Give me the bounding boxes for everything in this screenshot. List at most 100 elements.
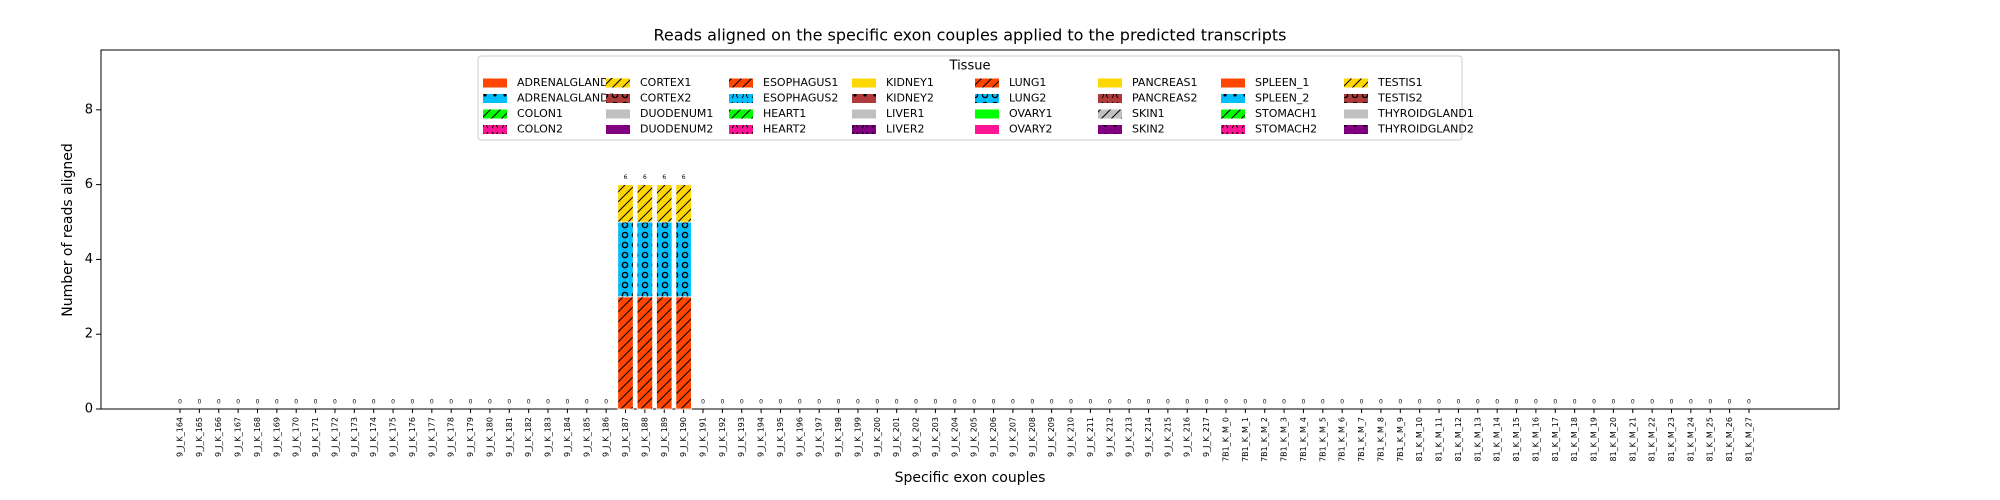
x-tick-label: 9_J_K_214 [1144,417,1153,457]
legend-swatch [729,125,753,134]
legend-label: PANCREAS1 [1132,76,1197,89]
legend-label: OVARY2 [1009,123,1052,136]
total-label: 0 [1553,399,1557,406]
x-tick-label: 9_J_K_216 [1183,417,1192,457]
legend-label: CORTEX2 [640,92,691,105]
x-tick-label: 9_J_K_189 [660,417,669,457]
x-tick-label: 81_K_M_19 [1590,417,1599,462]
x-tick-label: 9_J_K_169 [272,417,281,457]
y-tick-label: 6 [85,177,93,192]
legend-swatch [1344,109,1368,119]
legend-label: KIDNEY1 [886,76,934,89]
total-label: 0 [1457,399,1461,406]
x-tick-label: 9_J_K_174 [369,417,378,457]
x-tick-label: 81_K_M_20 [1609,417,1618,462]
total-label: 0 [197,399,201,406]
total-label: 0 [856,399,860,406]
legend-label: HEART2 [763,123,806,136]
total-label: 0 [1534,399,1538,406]
total-label: 0 [527,399,531,406]
x-tick-label: 9_J_K_217 [1202,417,1211,457]
x-tick-label: 7B1_K_M_6 [1338,417,1347,462]
total-label: 0 [1495,399,1499,406]
total-label: 0 [178,399,182,406]
x-tick-label: 7B1_K_M_1 [1241,417,1250,462]
bar-segment [617,221,634,298]
x-tick-label: 9_J_K_176 [408,417,417,457]
x-tick-label: 81_K_M_17 [1551,417,1560,462]
legend-box [477,55,1463,141]
total-label: 0 [469,399,473,406]
x-tick-label: 9_J_K_203 [931,417,940,457]
total-label: 0 [1611,399,1615,406]
x-tick-label: 9_J_K_170 [292,417,301,457]
x-tick-label: 9_J_K_179 [466,417,475,457]
legend-swatch [483,94,507,103]
legend-swatch [729,94,753,103]
legend-label: ESOPHAGUS1 [763,76,838,89]
total-label: 0 [352,399,356,406]
total-label: 0 [411,399,415,406]
legend-swatch [1344,125,1368,134]
bar-segment [675,221,692,298]
x-tick-label: 81_K_M_25 [1706,417,1715,462]
total-label: 0 [1224,399,1228,406]
legend-swatch [1098,125,1122,134]
x-tick-label: 9_J_K_182 [524,417,533,457]
x-tick-label: 9_J_K_210 [1067,417,1076,457]
x-tick-label: 9_J_K_187 [621,417,630,457]
x-axis-label: Specific exon couples [895,470,1046,486]
legend-label: TESTIS2 [1377,92,1423,105]
total-label: 0 [914,399,918,406]
x-tick-label: 9_J_K_171 [311,417,320,457]
x-tick-label: 9_J_K_165 [195,417,204,457]
legend-swatch [483,125,507,134]
total-label: 0 [1689,399,1693,406]
total-label: 0 [953,399,957,406]
total-label: 0 [1185,399,1189,406]
legend-label: SPLEEN_2 [1255,92,1309,105]
legend-swatch [975,78,999,88]
x-tick-label: 81_K_M_14 [1493,417,1502,462]
total-label: 6 [662,174,666,181]
x-tick-label: 81_K_M_26 [1725,417,1734,462]
x-tick-label: 81_K_M_11 [1435,417,1444,462]
legend-label: LUNG2 [1009,92,1046,105]
legend-label: CORTEX1 [640,76,691,89]
x-tick-label: 9_J_K_168 [253,417,262,457]
legend-swatch [729,109,753,119]
total-label: 0 [1069,399,1073,406]
legend-label: COLON2 [517,123,563,136]
x-tick-label: 9_J_K_173 [350,417,359,457]
x-tick-label: 81_K_M_18 [1570,417,1579,462]
total-label: 0 [1166,399,1170,406]
x-tick-label: 9_J_K_172 [330,417,339,457]
x-tick-label: 9_J_K_207 [1008,417,1017,457]
total-label: 0 [1205,399,1209,406]
legend-label: LUNG1 [1009,76,1046,89]
total-label: 0 [236,399,240,406]
x-tick-label: 9_J_K_190 [679,417,688,457]
legend-label: PANCREAS2 [1132,92,1197,105]
legend-label: ESOPHAGUS2 [763,92,838,105]
x-tick-label: 9_J_K_177 [427,417,436,457]
total-label: 0 [1108,399,1112,406]
x-tick-label: 9_J_K_194 [757,417,766,457]
total-label: 0 [1631,399,1635,406]
legend-label: SKIN2 [1132,123,1165,136]
legend-swatch [975,94,999,103]
x-tick-label: 81_K_M_22 [1648,417,1657,462]
total-label: 0 [1360,399,1364,406]
total-label: 0 [217,399,221,406]
total-label: 0 [333,399,337,406]
x-tick-label: 9_J_K_205 [970,417,979,457]
total-label: 0 [1088,399,1092,406]
x-tick-label: 81_K_M_23 [1667,417,1676,462]
legend-swatch [1344,78,1368,88]
total-label: 0 [1573,399,1577,406]
x-tick-label: 9_J_K_201 [892,417,901,457]
x-tick-label: 7B1_K_M_0 [1221,417,1230,462]
legend-label: SKIN1 [1132,107,1165,120]
x-tick-label: 7B1_K_M_5 [1318,417,1327,462]
